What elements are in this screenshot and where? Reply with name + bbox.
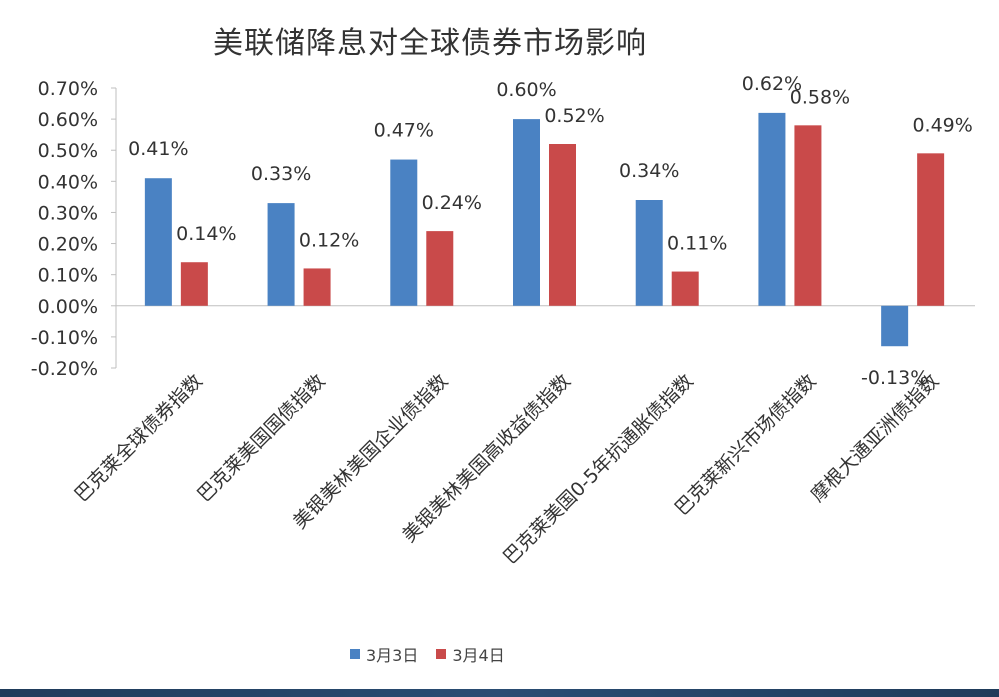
bar-series-2 [303, 268, 331, 306]
y-tick-label: 0.50% [38, 140, 98, 162]
data-label: 0.60% [496, 79, 556, 101]
bar-series-1 [390, 159, 418, 306]
x-category-label: 巴克莱全球债券指数 [70, 370, 206, 506]
legend-item-series-2: 3月4日 [436, 642, 505, 666]
data-label: 0.12% [299, 229, 359, 251]
data-label: 0.62% [742, 73, 802, 95]
bar-series-2 [671, 271, 699, 306]
chart-title: 美联储降息对全球债券市场影响 [213, 26, 647, 61]
data-label: 0.47% [374, 120, 434, 142]
bar-series-1 [513, 119, 540, 306]
y-tick-label: 0.40% [38, 171, 98, 193]
legend-label-series-1: 3月3日 [366, 646, 419, 665]
data-label: 0.52% [544, 105, 604, 127]
y-tick-label: 0.10% [38, 265, 98, 287]
data-label: 0.41% [128, 138, 188, 160]
bar-series-1 [144, 178, 172, 306]
data-label: -0.13% [861, 367, 928, 389]
data-label: 0.49% [912, 114, 972, 136]
bar-series-2 [917, 153, 945, 306]
bar-series-2 [549, 144, 576, 306]
bar-series-2 [180, 262, 208, 306]
bar-series-2 [794, 125, 822, 306]
legend: 3月3日 3月4日 [350, 642, 523, 666]
data-label: 0.58% [790, 86, 850, 108]
legend-label-series-2: 3月4日 [452, 646, 505, 665]
y-tick-label: -0.20% [31, 358, 98, 380]
y-tick-label: 0.70% [38, 78, 98, 100]
data-label: 0.33% [251, 163, 311, 185]
bar-series-2 [426, 231, 454, 306]
legend-item-series-1: 3月3日 [350, 642, 418, 666]
data-label: 0.11% [667, 233, 727, 255]
bottom-strip [0, 689, 999, 697]
y-tick-label: -0.10% [31, 327, 98, 349]
legend-swatch-series-2 [436, 649, 447, 659]
y-tick-label: 0.30% [38, 202, 98, 224]
bar-series-1 [635, 200, 663, 306]
y-tick-label: 0.20% [38, 234, 98, 256]
bar-series-1 [758, 112, 786, 306]
bar-series-1 [267, 203, 295, 306]
data-label: 0.14% [176, 223, 236, 245]
bar-series-1 [881, 305, 909, 347]
x-category-label: 巴克莱新兴市场债指数 [671, 370, 821, 520]
x-category-label: 巴克莱美国国债指数 [193, 370, 329, 506]
data-label: 0.34% [619, 160, 679, 182]
y-tick-label: 0.60% [38, 109, 98, 131]
y-tick-label: 0.00% [38, 296, 98, 318]
data-label: 0.24% [422, 192, 482, 214]
x-category-label: 摩根大通亚洲债指数 [807, 370, 943, 506]
legend-swatch-series-1 [350, 649, 360, 659]
